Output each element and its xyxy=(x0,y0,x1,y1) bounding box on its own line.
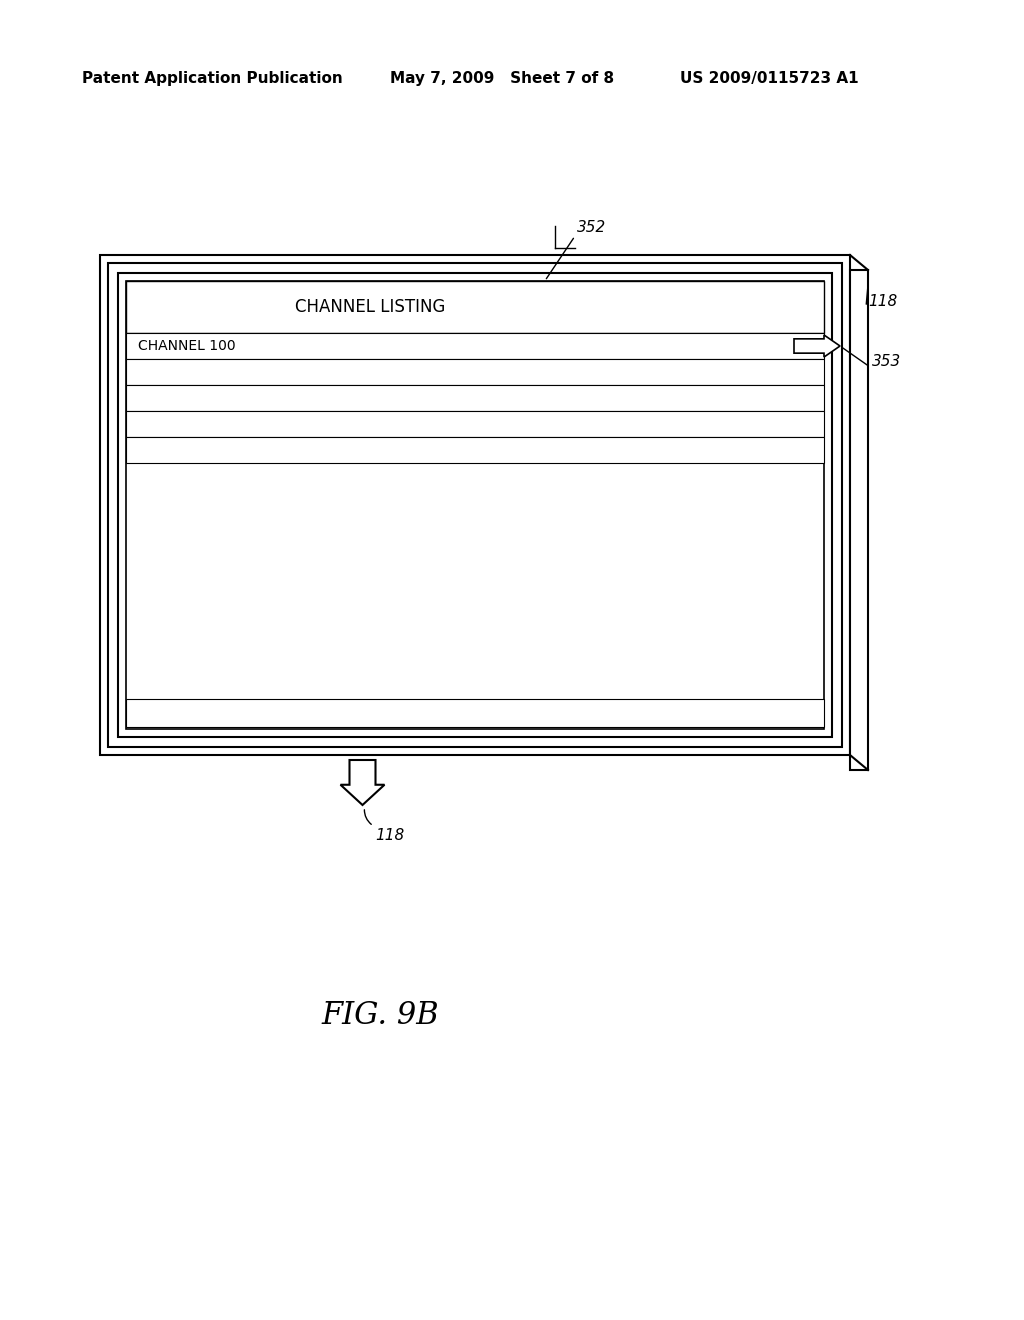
Bar xyxy=(126,281,824,333)
Bar xyxy=(126,333,824,359)
Bar xyxy=(100,255,850,755)
Polygon shape xyxy=(794,335,840,356)
Bar xyxy=(850,271,868,770)
Bar xyxy=(126,359,824,385)
Text: CHANNEL LISTING: CHANNEL LISTING xyxy=(295,298,445,315)
Text: 352: 352 xyxy=(577,220,606,235)
Text: 118: 118 xyxy=(376,828,404,843)
Text: FIG. 9B: FIG. 9B xyxy=(322,999,439,1031)
Bar xyxy=(126,385,824,411)
Bar xyxy=(126,437,824,463)
Text: US 2009/0115723 A1: US 2009/0115723 A1 xyxy=(680,70,859,86)
Bar xyxy=(126,700,824,727)
Bar xyxy=(126,411,824,437)
Text: CHANNEL 100: CHANNEL 100 xyxy=(138,339,236,352)
Text: 353: 353 xyxy=(872,355,901,370)
Bar xyxy=(126,281,824,729)
Bar xyxy=(118,273,831,737)
Text: 118: 118 xyxy=(868,294,897,309)
Polygon shape xyxy=(341,760,384,805)
Text: Patent Application Publication: Patent Application Publication xyxy=(82,70,343,86)
Text: May 7, 2009   Sheet 7 of 8: May 7, 2009 Sheet 7 of 8 xyxy=(390,70,614,86)
Bar xyxy=(108,263,842,747)
